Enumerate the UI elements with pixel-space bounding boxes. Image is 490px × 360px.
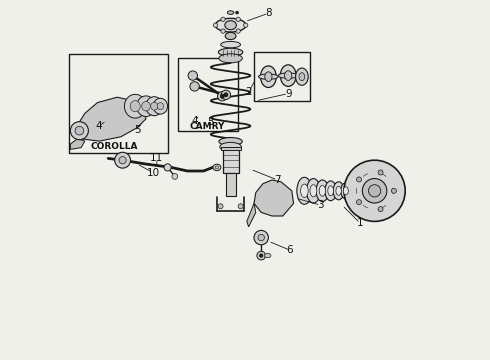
- Ellipse shape: [333, 182, 344, 200]
- Ellipse shape: [265, 72, 272, 82]
- Text: COROLLA: COROLLA: [91, 143, 139, 152]
- Circle shape: [344, 160, 405, 221]
- Ellipse shape: [278, 73, 298, 78]
- Circle shape: [172, 174, 178, 179]
- Circle shape: [190, 82, 199, 91]
- Ellipse shape: [124, 94, 146, 118]
- Text: 3: 3: [318, 200, 324, 210]
- Ellipse shape: [341, 183, 351, 199]
- Circle shape: [188, 71, 197, 80]
- Ellipse shape: [215, 166, 219, 169]
- Circle shape: [236, 11, 239, 14]
- Circle shape: [363, 179, 387, 203]
- Circle shape: [218, 91, 227, 101]
- Ellipse shape: [299, 73, 305, 81]
- Text: 8: 8: [265, 8, 272, 18]
- Text: 9: 9: [285, 89, 292, 99]
- Ellipse shape: [295, 68, 308, 85]
- Text: 10: 10: [147, 168, 160, 178]
- Ellipse shape: [310, 185, 317, 197]
- Circle shape: [259, 254, 263, 257]
- Circle shape: [236, 29, 240, 33]
- Circle shape: [378, 170, 383, 175]
- Circle shape: [258, 234, 265, 241]
- Circle shape: [368, 185, 381, 197]
- Ellipse shape: [297, 177, 312, 204]
- Ellipse shape: [130, 101, 140, 112]
- Text: 5: 5: [207, 117, 214, 127]
- Ellipse shape: [265, 253, 271, 258]
- Circle shape: [115, 152, 130, 168]
- Circle shape: [357, 177, 362, 182]
- Circle shape: [221, 90, 231, 99]
- Circle shape: [254, 230, 269, 245]
- Circle shape: [236, 17, 240, 22]
- Text: 5: 5: [134, 125, 140, 135]
- Ellipse shape: [316, 180, 329, 202]
- Ellipse shape: [215, 18, 246, 32]
- Text: 4: 4: [191, 116, 198, 126]
- Ellipse shape: [137, 96, 155, 117]
- Text: 2: 2: [245, 87, 252, 97]
- Circle shape: [244, 23, 248, 27]
- Ellipse shape: [336, 186, 342, 195]
- Ellipse shape: [219, 54, 242, 63]
- Circle shape: [224, 93, 228, 97]
- Ellipse shape: [220, 41, 241, 48]
- Circle shape: [164, 164, 171, 171]
- Bar: [220, 147, 241, 150]
- Text: CAMRY: CAMRY: [190, 122, 225, 131]
- Ellipse shape: [142, 102, 150, 111]
- Ellipse shape: [146, 97, 163, 116]
- Circle shape: [213, 23, 218, 27]
- Bar: [69, 54, 168, 153]
- Circle shape: [119, 157, 126, 164]
- Bar: [254, 52, 310, 101]
- Polygon shape: [74, 97, 146, 141]
- Ellipse shape: [225, 21, 236, 30]
- Ellipse shape: [157, 103, 164, 110]
- Circle shape: [75, 126, 84, 135]
- Ellipse shape: [225, 32, 236, 40]
- Text: 6: 6: [287, 245, 294, 255]
- Circle shape: [392, 188, 396, 193]
- Circle shape: [221, 29, 225, 33]
- Ellipse shape: [307, 179, 320, 203]
- Ellipse shape: [325, 181, 337, 201]
- Polygon shape: [71, 139, 85, 149]
- Circle shape: [257, 251, 266, 260]
- Ellipse shape: [301, 184, 308, 198]
- Circle shape: [218, 204, 223, 209]
- Circle shape: [357, 199, 362, 204]
- Bar: [222, 149, 239, 173]
- Text: 11: 11: [150, 153, 164, 163]
- Circle shape: [71, 122, 88, 140]
- Bar: [225, 173, 236, 196]
- Ellipse shape: [219, 48, 243, 56]
- Polygon shape: [247, 203, 256, 227]
- Ellipse shape: [153, 98, 168, 114]
- Circle shape: [378, 207, 383, 212]
- Text: 1: 1: [357, 218, 364, 228]
- Text: 7: 7: [274, 175, 281, 185]
- Circle shape: [238, 204, 243, 209]
- Ellipse shape: [343, 187, 348, 195]
- Ellipse shape: [280, 65, 296, 86]
- Ellipse shape: [319, 185, 325, 196]
- Text: 4: 4: [96, 121, 102, 131]
- Ellipse shape: [227, 11, 234, 14]
- Ellipse shape: [285, 71, 292, 81]
- Ellipse shape: [219, 138, 242, 145]
- Ellipse shape: [213, 164, 221, 171]
- Ellipse shape: [328, 186, 334, 196]
- Bar: [178, 58, 238, 131]
- Circle shape: [221, 17, 225, 22]
- Polygon shape: [254, 180, 294, 216]
- Ellipse shape: [259, 74, 278, 79]
- Ellipse shape: [151, 102, 158, 110]
- Ellipse shape: [261, 66, 276, 87]
- Circle shape: [220, 94, 224, 98]
- Ellipse shape: [220, 143, 242, 152]
